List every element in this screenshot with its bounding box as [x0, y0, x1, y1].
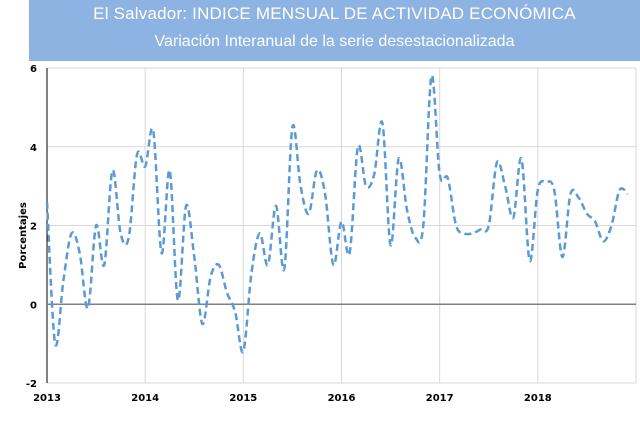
data-point: [463, 232, 466, 235]
x-tick-label: 2015: [229, 393, 257, 404]
y-tick-label: 2: [30, 222, 37, 233]
y-tick-label: 4: [30, 143, 37, 154]
data-point: [119, 232, 122, 235]
x-tick-label: 2018: [524, 393, 552, 404]
x-tick-labels: 2013 2014 2015 2016 2017 2018: [33, 393, 552, 404]
gridlines: [46, 67, 637, 384]
data-point: [234, 311, 237, 314]
series-line: [45, 74, 629, 354]
data-point: [553, 189, 556, 192]
data-points: [46, 74, 630, 353]
x-tick-label: 2017: [426, 393, 454, 404]
data-point: [504, 185, 507, 188]
y-tick-labels: -2 0 2 4 6: [26, 64, 37, 390]
data-point: [569, 193, 572, 196]
y-tick-label: -2: [26, 379, 37, 390]
data-point: [299, 185, 302, 188]
data-point: [594, 220, 597, 223]
data-point: [414, 236, 417, 239]
data-point: [602, 240, 605, 243]
y-tick-label: 6: [30, 64, 37, 75]
x-tick-label: 2016: [328, 393, 356, 404]
data-point: [225, 291, 228, 294]
y-tick-label: 0: [30, 300, 37, 311]
chart-title-banner: El Salvador: INDICE MENSUAL DE ACTIVIDAD…: [29, 0, 640, 61]
chart-subtitle: Variación Interanual de la serie desesta…: [154, 33, 515, 50]
x-tick-label: 2013: [33, 393, 61, 404]
data-point: [585, 212, 588, 215]
y-axis-label: Porcentajes: [18, 202, 29, 269]
chart-title: El Salvador: INDICE MENSUAL DE ACTIVIDAD…: [93, 4, 576, 23]
x-tick-label: 2014: [131, 393, 159, 404]
data-point: [250, 271, 253, 274]
